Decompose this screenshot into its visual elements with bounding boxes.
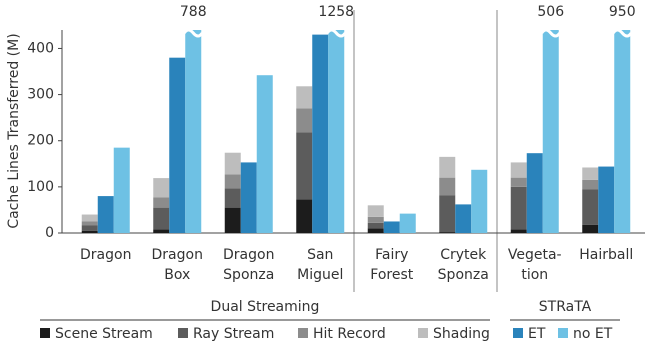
- x-tick-label: Dragon: [80, 247, 131, 263]
- break-mark: [183, 28, 204, 38]
- bar-segment: [296, 86, 313, 109]
- bar-segment: [81, 230, 98, 233]
- bar: [614, 30, 631, 233]
- value-label: 1258: [318, 4, 354, 20]
- bar-segment: [510, 162, 527, 178]
- bar: [542, 30, 559, 233]
- legend-label: ET: [528, 326, 546, 342]
- legend-group-title: Dual Streaming: [211, 299, 320, 315]
- bar-segment: [224, 207, 241, 233]
- legend-swatch: [558, 328, 568, 338]
- bar: [113, 147, 130, 233]
- bar-segment: [81, 221, 98, 226]
- x-tick-label: Sponza: [438, 267, 489, 283]
- x-tick-label: Box: [164, 267, 190, 283]
- x-tick-label: Hairball: [579, 247, 633, 263]
- bar: [169, 57, 186, 233]
- bar-segment: [81, 214, 98, 222]
- bar-segment: [439, 156, 456, 178]
- legend-swatch: [418, 328, 428, 338]
- bar-segment: [439, 232, 456, 233]
- bar: [471, 169, 488, 233]
- legend-label: no ET: [573, 326, 613, 342]
- bar-segment: [367, 216, 384, 223]
- bar-segment: [153, 197, 170, 208]
- x-tick-label: Crytek: [440, 247, 487, 263]
- x-tick-label: Miguel: [297, 267, 343, 283]
- legend-label: Scene Stream: [55, 326, 153, 342]
- bar-segment: [510, 177, 527, 187]
- bar-segment: [296, 108, 313, 133]
- bar-segment: [510, 186, 527, 230]
- bar: [240, 162, 257, 233]
- bar-segment: [224, 174, 241, 189]
- bar-segment: [582, 179, 599, 190]
- bar-segment: [582, 224, 599, 233]
- x-tick-label: Dragon: [223, 247, 274, 263]
- bar-segment: [296, 199, 313, 233]
- bar-segment: [153, 207, 170, 230]
- bar-segment: [367, 228, 384, 233]
- x-tick-label: Vegeta-: [508, 247, 562, 263]
- legend-swatch: [40, 328, 50, 338]
- value-label: 950: [609, 4, 636, 20]
- y-tick-label: 200: [27, 133, 54, 149]
- bar-segment: [153, 178, 170, 198]
- x-tick-label: tion: [521, 267, 548, 283]
- bar: [312, 34, 329, 234]
- y-tick-label: 400: [27, 40, 54, 56]
- x-tick-label: Fairy: [375, 247, 408, 263]
- bar-segment: [367, 222, 384, 229]
- bar: [97, 196, 114, 233]
- value-label: 506: [537, 4, 564, 20]
- bar: [526, 153, 543, 233]
- bar-segment: [81, 225, 98, 231]
- bar: [185, 30, 202, 233]
- legend-label: Shading: [433, 326, 490, 342]
- legend-swatch: [298, 328, 308, 338]
- bar-segment: [224, 152, 241, 175]
- bar: [598, 166, 615, 233]
- bar-segment: [367, 205, 384, 217]
- bar-segment: [439, 177, 456, 196]
- x-tick-label: Sponza: [223, 267, 274, 283]
- x-tick-label: Dragon: [152, 247, 203, 263]
- legend-group-title: STRaTA: [539, 299, 592, 315]
- plot-area: [81, 30, 631, 234]
- y-tick-label: 300: [27, 87, 54, 103]
- bar-segment: [296, 132, 313, 200]
- break-mark: [326, 28, 347, 38]
- legend-label: Ray Stream: [193, 326, 274, 342]
- y-tick-label: 0: [45, 225, 54, 241]
- bar-segment: [582, 189, 599, 225]
- bar-segment: [582, 167, 599, 180]
- value-label: 788: [180, 4, 207, 20]
- break-mark: [540, 28, 561, 38]
- y-axis-label: Cache Lines Transferred (M): [6, 33, 22, 228]
- x-tick-label: San: [307, 247, 333, 263]
- bar: [455, 204, 472, 233]
- break-mark: [612, 28, 633, 38]
- bar-segment: [153, 229, 170, 233]
- legend-label: Hit Record: [313, 326, 386, 342]
- legend-swatch: [178, 328, 188, 338]
- bar: [328, 30, 345, 233]
- bar-segment: [439, 195, 456, 233]
- x-tick-label: Forest: [370, 267, 413, 283]
- bar: [256, 75, 273, 233]
- y-tick-label: 100: [27, 179, 54, 195]
- legend-swatch: [513, 328, 523, 338]
- bar: [399, 213, 416, 233]
- bar-segment: [224, 188, 241, 208]
- bar-segment: [510, 229, 527, 233]
- bar: [383, 221, 400, 233]
